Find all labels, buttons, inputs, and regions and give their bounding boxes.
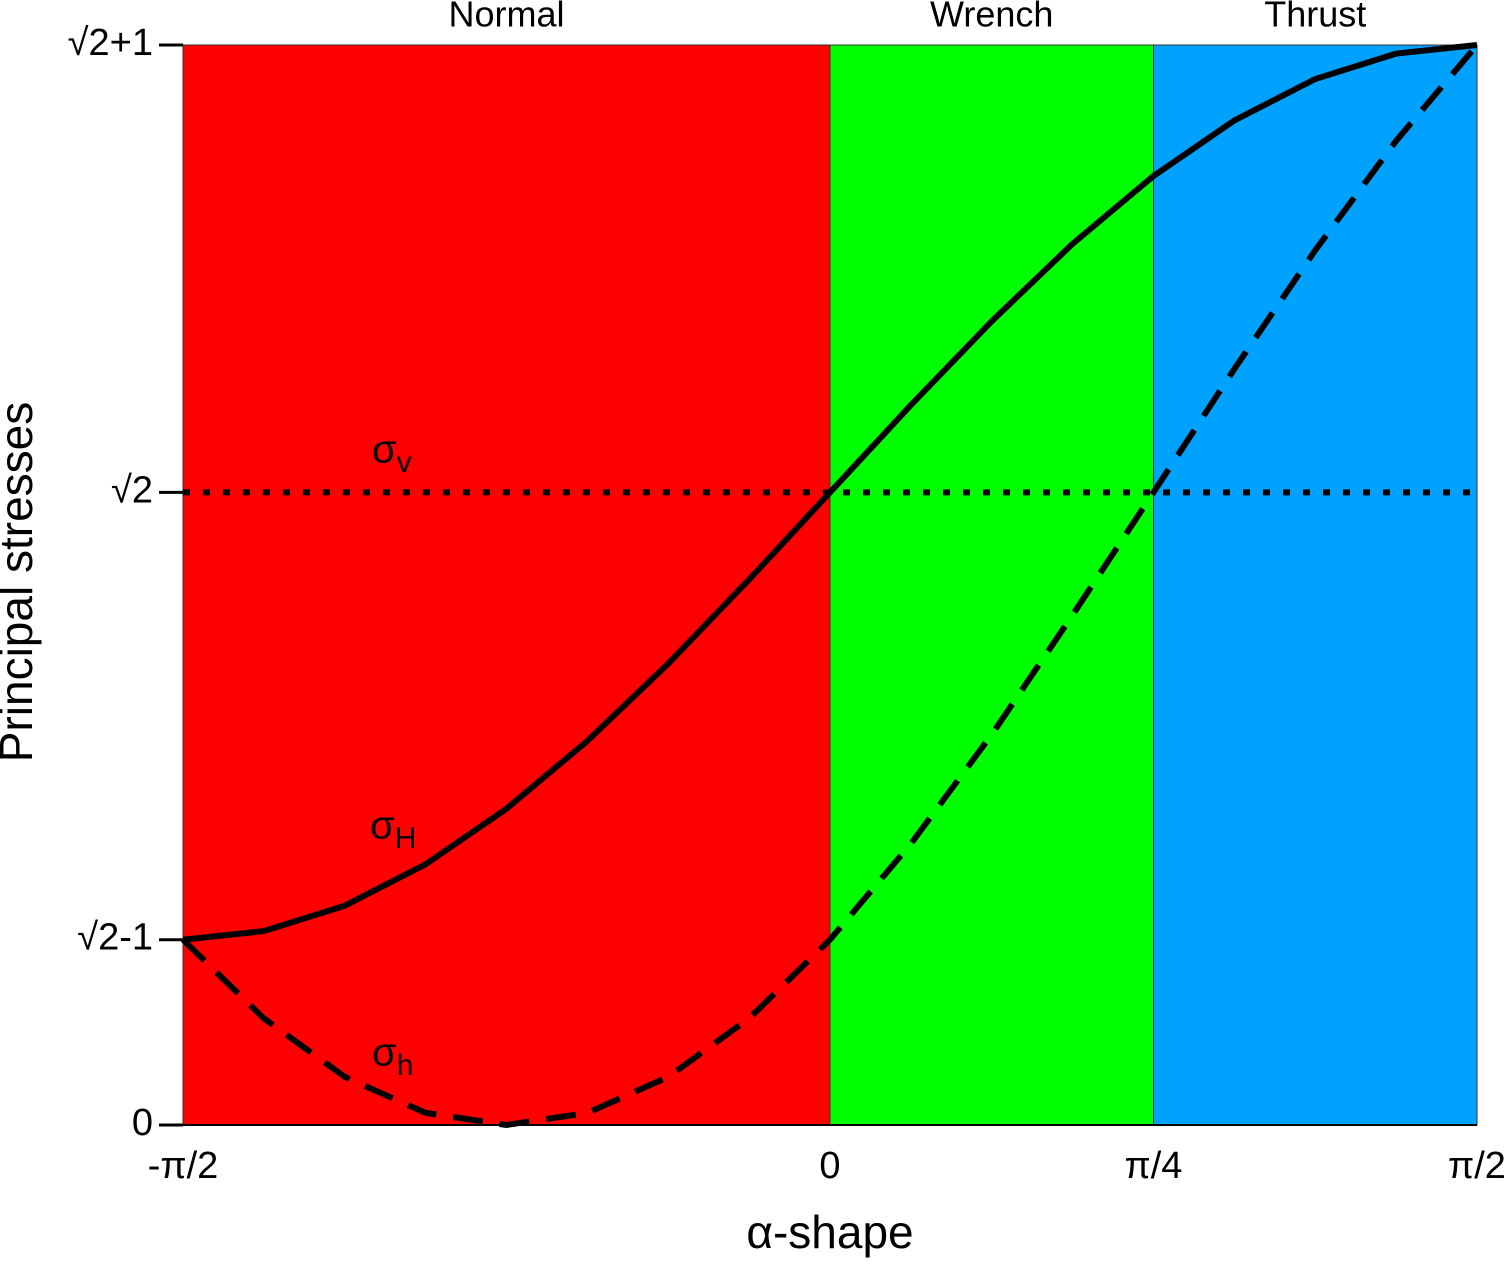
y-tick-label: √2+1 bbox=[68, 22, 153, 64]
region bbox=[182, 44, 831, 1126]
series-line bbox=[180, 43, 1480, 1129]
x-tick-label: π/2 bbox=[1448, 1145, 1505, 1187]
x-tick-label: -π/2 bbox=[148, 1145, 219, 1187]
series-label: σv bbox=[372, 428, 412, 479]
region bbox=[829, 44, 1154, 1126]
series-label: σh bbox=[372, 1031, 413, 1082]
region-label: Normal bbox=[448, 0, 564, 35]
region bbox=[1153, 44, 1478, 1126]
series-line bbox=[182, 42, 1478, 943]
y-tick-label: √2-1 bbox=[77, 917, 153, 959]
region-label: Thrust bbox=[1264, 0, 1366, 35]
y-axis-label: Principal stresses bbox=[0, 402, 42, 762]
y-tick-label: 0 bbox=[132, 1102, 153, 1144]
region-label: Wrench bbox=[930, 0, 1053, 35]
y-tick-label: √2 bbox=[111, 469, 153, 511]
x-axis-label: α-shape bbox=[746, 1206, 913, 1258]
x-tick-label: π/4 bbox=[1125, 1145, 1183, 1187]
x-tick-label: 0 bbox=[819, 1145, 840, 1187]
